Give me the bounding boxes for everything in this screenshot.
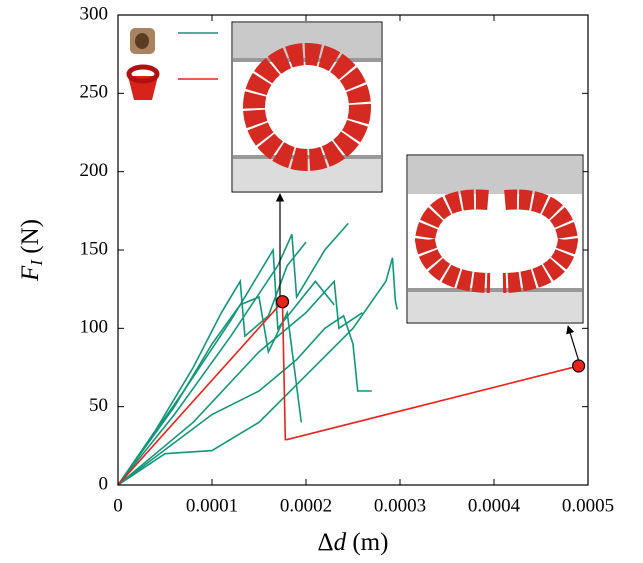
y-tick-label: 250 [80,82,109,103]
y-axis-label-subscript: I [27,259,46,267]
series-line [117,257,398,486]
series-line [117,222,349,486]
plot-frame [117,14,589,486]
y-tick-label: 150 [80,238,109,259]
plate [408,292,582,322]
x-axis-label: Δd (m) [318,529,389,556]
series-line [117,299,579,486]
inset-image [231,21,383,302]
y-axis-label: FI (N) [17,219,50,282]
y-tick-label: 50 [89,395,108,416]
series-line [117,247,335,486]
ring [243,43,371,171]
x-tick-label: 0.0003 [374,495,426,516]
y-tick-label: 100 [80,317,109,338]
marker [275,295,290,309]
ring [414,189,491,293]
y-tick-label: 0 [99,473,109,494]
x-axis-label-variable: d [334,529,347,556]
y-axis-label-unit: (N) [17,219,44,254]
legend [126,28,218,100]
x-tick-label: 0.0002 [280,495,332,516]
y-tick-label: 200 [80,160,109,181]
series-line [117,241,307,486]
ring [502,189,579,293]
series-line [117,279,363,486]
plot-area: 0 0.0001 0.0002 0.0003 0.0004 0.0005 0 50 100 150… [80,3,615,516]
series-line [117,295,303,486]
legend-icon [135,33,149,49]
x-tick-label: 0.0005 [562,495,614,516]
x-tick-label: 0.0001 [186,495,238,516]
x-tick-label: 0 [113,495,123,516]
y-tick-label: 300 [80,3,109,24]
marker [571,359,586,373]
arrow [566,325,581,366]
x-tick-label: 0.0004 [468,495,521,516]
x-axis-label-symbol: Δ [318,529,334,556]
legend-icon [126,64,160,84]
plate [408,156,582,194]
inset-image [406,154,584,366]
series-line [117,314,372,486]
x-axis-label-unit: (m) [352,529,388,556]
plate-edge [408,288,582,292]
y-axis-label-variable: F [17,265,44,282]
